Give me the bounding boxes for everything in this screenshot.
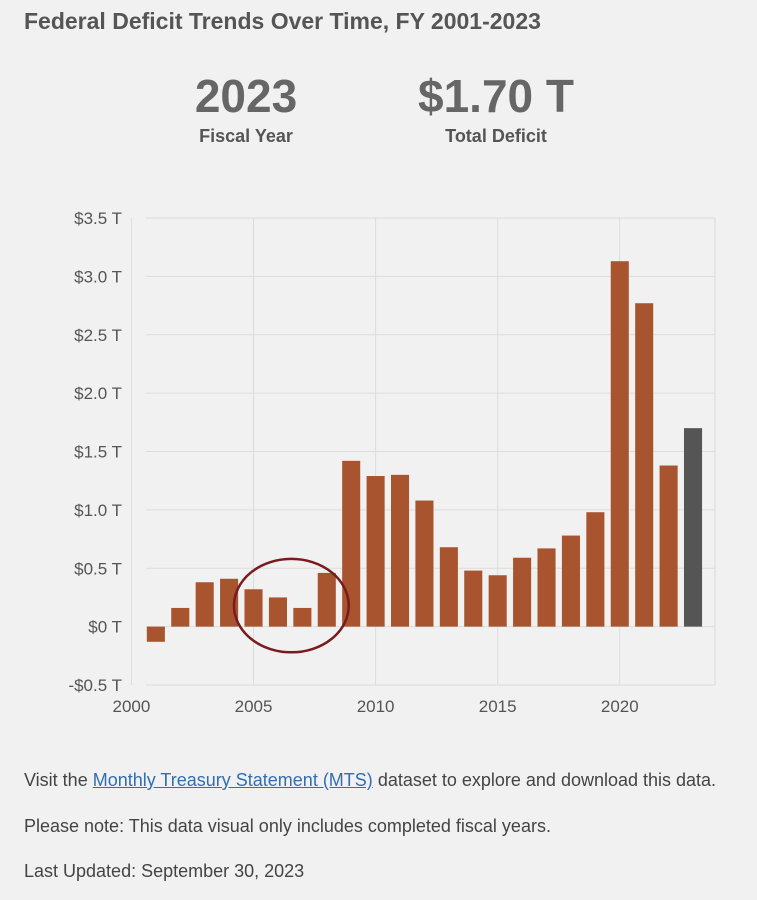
y-tick-label: $2.0 T bbox=[74, 384, 122, 403]
bar-2020 bbox=[610, 261, 629, 627]
y-tick-label: $3.5 T bbox=[74, 209, 122, 228]
y-tick-label: $0.5 T bbox=[74, 559, 122, 578]
bar-2021 bbox=[635, 303, 654, 627]
bar-2013 bbox=[439, 547, 458, 627]
bar-2005 bbox=[244, 589, 263, 627]
footer-mts-prefix: Visit the bbox=[24, 770, 93, 790]
bar-2003 bbox=[195, 582, 214, 627]
bar-2002 bbox=[171, 607, 190, 627]
y-axis-ticks: $3.5 T $3.0 T $2.5 T $2.0 T $1.5 T $1.0 T $0.5… bbox=[68, 209, 122, 695]
y-tick-label: $1.0 T bbox=[74, 501, 122, 520]
fiscal-year-value: 2023 bbox=[194, 70, 298, 122]
total-deficit-label: Total Deficit bbox=[445, 126, 547, 146]
bar-2018 bbox=[561, 535, 580, 627]
bar-2014 bbox=[464, 570, 483, 627]
fiscal-year-label: Fiscal Year bbox=[199, 126, 293, 146]
fiscal-year-stat: 2023 Fiscal Year bbox=[136, 70, 356, 147]
bar-2012 bbox=[415, 500, 434, 627]
bar-2007 bbox=[293, 607, 312, 627]
y-tick-label: $2.5 T bbox=[74, 326, 122, 345]
annotation-ellipse bbox=[232, 557, 350, 654]
bar-2015 bbox=[488, 575, 507, 627]
bar-2011 bbox=[390, 474, 410, 627]
last-updated: Last Updated: September 30, 2023 bbox=[24, 861, 305, 881]
bar-2016 bbox=[513, 557, 532, 627]
y-tick-label: $3.0 T bbox=[74, 267, 122, 286]
y-tick-label: $0 T bbox=[88, 618, 122, 637]
footer-note: Please note: This data visual only inclu… bbox=[24, 816, 551, 836]
footer-mts-line: Visit the Monthly Treasury Statement (MT… bbox=[24, 770, 716, 791]
bar-2008 bbox=[317, 572, 336, 627]
total-deficit-value: $1.70 T bbox=[418, 70, 574, 122]
x-tick-label: 2015 bbox=[479, 697, 517, 716]
bar-2022 bbox=[659, 465, 678, 627]
total-deficit-stat: $1.70 T Total Deficit bbox=[386, 70, 606, 147]
mts-dataset-link[interactable]: Monthly Treasury Statement (MTS) bbox=[92, 770, 373, 790]
page-title: Federal Deficit Trends Over Time, FY 200… bbox=[24, 8, 541, 34]
bar-2017 bbox=[537, 548, 556, 627]
x-tick-label: 2010 bbox=[357, 697, 395, 716]
x-tick-label: 2000 bbox=[113, 697, 151, 716]
bar-2001 bbox=[146, 626, 165, 642]
footer-mts-suffix: dataset to explore and download this dat… bbox=[372, 770, 717, 790]
x-tick-label: 2020 bbox=[601, 697, 639, 716]
x-tick-label: 2005 bbox=[235, 697, 273, 716]
bar-2023 bbox=[683, 428, 703, 627]
chart-bars bbox=[146, 261, 703, 642]
bar-2019 bbox=[586, 512, 605, 627]
x-axis-ticks: 2000 2005 2010 2015 2020 bbox=[113, 697, 639, 716]
y-tick-label: -$0.5 T bbox=[68, 676, 122, 695]
bar-2006 bbox=[268, 597, 287, 627]
bar-2009 bbox=[342, 460, 361, 627]
chart-annotation bbox=[232, 557, 350, 654]
y-tick-label: $1.5 T bbox=[74, 443, 122, 462]
bar-2010 bbox=[366, 476, 385, 627]
deficit-bar-chart: $3.5 T $3.0 T $2.5 T $2.0 T $1.5 T $1.0 T $0.5… bbox=[68, 209, 716, 716]
bar-2004 bbox=[220, 578, 239, 627]
